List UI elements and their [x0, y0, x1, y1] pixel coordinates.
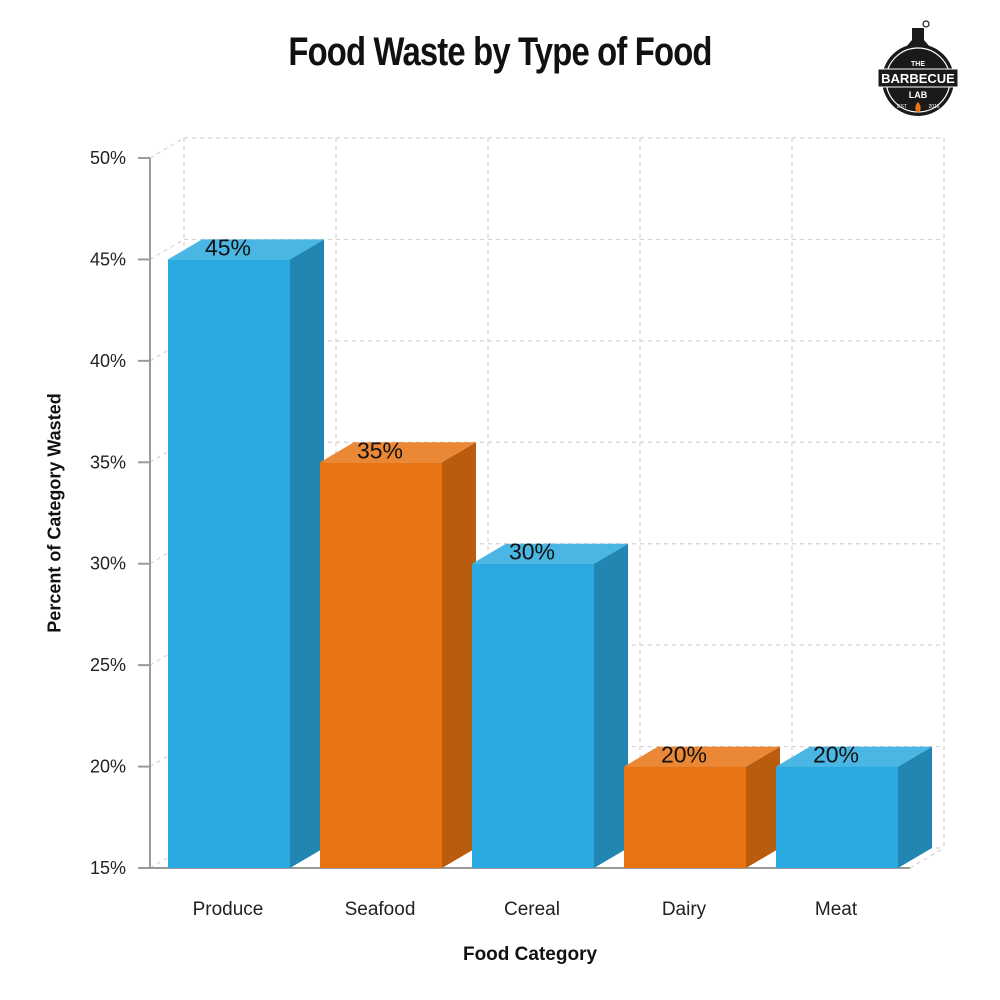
x-tick-label-1: Seafood: [345, 899, 416, 920]
gridline-side-7: [149, 137, 185, 159]
bar-side-meat: [898, 746, 932, 868]
bar-dairy: [624, 766, 746, 868]
y-tick-label-2: 25%: [90, 655, 126, 675]
bar-value-label-2: 30%: [509, 539, 555, 565]
x-axis-label: Food Category: [462, 944, 598, 965]
y-tick-label-4: 35%: [90, 452, 126, 472]
bar-top-produce: [168, 239, 324, 260]
bar-produce: [168, 259, 290, 868]
barbecue-lab-logo: THE BARBECUE LAB EST 2016: [877, 20, 959, 116]
bar-cereal: [472, 563, 594, 868]
logo-est-text: EST: [897, 104, 907, 110]
logo-sub-text: LAB: [909, 90, 928, 100]
logo-banner: [877, 68, 959, 88]
x-tick-label-2: Cereal: [504, 899, 560, 920]
bar-value-label-0: 45%: [205, 234, 251, 260]
bar-top-seafood: [320, 442, 476, 463]
y-tick-label-5: 40%: [90, 351, 126, 371]
bar-side-produce: [290, 239, 324, 868]
gridline-side-6: [149, 238, 185, 260]
logo-main-text: BARBECUE: [881, 71, 955, 86]
logo-flask-bubble-icon: [922, 20, 930, 28]
logo-top-text: THE: [911, 61, 925, 68]
y-tick-label-1: 20%: [90, 757, 126, 777]
bar-side-seafood: [442, 442, 476, 868]
bar-side-dairy: [746, 746, 780, 868]
bar-value-label-4: 20%: [813, 742, 859, 768]
bar-value-label-3: 20%: [661, 742, 707, 768]
bar-top-cereal: [472, 543, 628, 564]
y-tick-label-7: 50%: [90, 148, 126, 168]
logo-year-text: 2016: [928, 104, 939, 110]
bar-seafood: [320, 462, 442, 868]
y-tick-label-3: 30%: [90, 554, 126, 574]
floor-edge: [909, 847, 945, 869]
bar-value-label-1: 35%: [357, 437, 403, 463]
y-tick-label-0: 15%: [90, 858, 126, 878]
bar-top-dairy: [624, 746, 780, 767]
x-tick-label-3: Dairy: [662, 899, 707, 920]
y-tick-label-6: 45%: [90, 249, 126, 269]
logo-flame-icon: [915, 102, 921, 113]
chart-title: Food Waste by Type of Food: [288, 30, 712, 74]
bar-side-cereal: [594, 543, 628, 868]
bar-top-meat: [776, 746, 932, 767]
x-tick-label-0: Produce: [193, 899, 264, 920]
x-tick-label-4: Meat: [815, 899, 858, 920]
bar-meat: [776, 766, 898, 868]
